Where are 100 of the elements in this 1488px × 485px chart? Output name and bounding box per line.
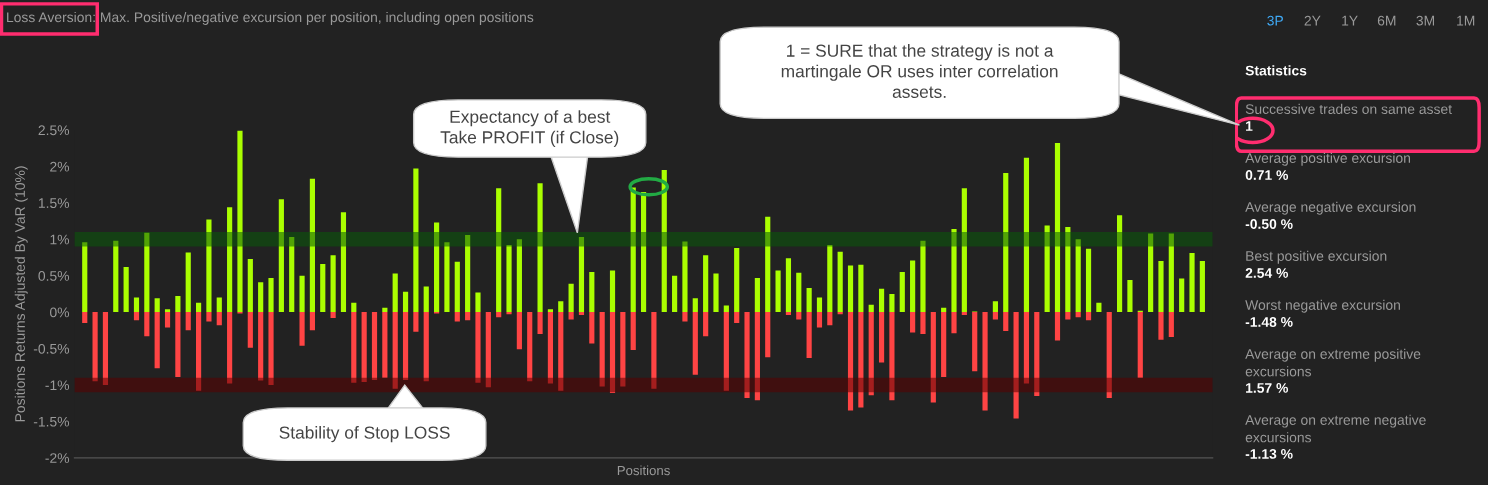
bar [951, 229, 957, 313]
text: -1.13 % [1245, 448, 1293, 459]
text: Average negative excursion [1245, 201, 1416, 215]
y-tick-label: 0% [50, 307, 70, 318]
bar [144, 232, 150, 313]
bar [1023, 157, 1030, 313]
bar [630, 312, 636, 351]
bar [1158, 312, 1164, 340]
bar [133, 312, 140, 321]
text: 1Y [1342, 15, 1358, 26]
bar [930, 312, 936, 403]
text: Average positive excursion [1245, 152, 1410, 166]
bar [289, 237, 295, 313]
text: 3M [1416, 15, 1435, 26]
bar [806, 288, 812, 313]
bar [247, 258, 253, 313]
bar [454, 261, 460, 313]
bar [92, 312, 98, 382]
bar [506, 245, 512, 313]
bar [796, 272, 802, 313]
text: Successive trades on same asset [1245, 103, 1452, 114]
bar [268, 312, 274, 385]
bar [847, 265, 854, 313]
bar [568, 312, 574, 320]
bar [992, 301, 998, 313]
text: 2Y [1304, 15, 1321, 26]
bar [164, 312, 171, 328]
bar [910, 260, 916, 313]
bar [485, 312, 491, 388]
text: Worst negative excursion [1245, 299, 1400, 313]
bar [723, 312, 729, 391]
bar [599, 312, 605, 387]
bar [578, 312, 585, 316]
bar [703, 312, 709, 337]
bar [216, 297, 222, 313]
bar [330, 312, 336, 318]
bar [258, 312, 264, 381]
bar [1003, 312, 1009, 332]
bar [858, 312, 864, 408]
bar [868, 304, 874, 313]
bar [589, 272, 595, 313]
bar [237, 130, 243, 313]
y-axis-title: Positions Returns Adjusted By VaR (10%) [14, 166, 28, 422]
bar [206, 219, 212, 313]
bar [258, 282, 264, 313]
bar [102, 312, 109, 385]
bar [1148, 233, 1154, 313]
bar [878, 288, 885, 313]
bar [816, 312, 823, 328]
bar [1085, 312, 1092, 321]
bar [268, 277, 274, 313]
bar [351, 312, 357, 383]
bar [392, 312, 398, 389]
bar [692, 312, 698, 375]
bar [827, 245, 833, 313]
text: Average on extreme positive excursions [1245, 348, 1421, 377]
bar [806, 312, 812, 359]
y-tick-label: 2% [50, 161, 70, 172]
bar [1003, 172, 1009, 313]
bar [392, 273, 398, 313]
bar [402, 312, 409, 380]
y-tick-label: 0.5% [38, 271, 70, 281]
bar [413, 312, 419, 332]
bar [1065, 226, 1071, 313]
bar [910, 312, 916, 333]
y-tick-label: -1.5% [33, 416, 70, 427]
bar [299, 312, 305, 346]
bar [609, 270, 616, 313]
bar [465, 234, 471, 313]
bar [765, 312, 771, 358]
bar [754, 312, 760, 401]
bar [775, 270, 781, 313]
bar [1054, 312, 1061, 341]
bar [123, 266, 129, 313]
bar [195, 302, 202, 313]
text: 3P [1267, 15, 1283, 26]
bar [765, 216, 771, 313]
bar [651, 312, 657, 389]
bar [1034, 312, 1040, 396]
bar [827, 312, 833, 326]
bar [1189, 253, 1195, 313]
bar [889, 293, 895, 313]
bar [785, 312, 792, 316]
text: 1 [1246, 121, 1253, 131]
bar [185, 312, 191, 331]
bar [516, 239, 522, 313]
bar [1168, 312, 1174, 337]
bar [133, 297, 140, 313]
bar [154, 298, 160, 313]
text: Best positive excursion [1246, 250, 1387, 264]
y-tick-label: -0.5% [33, 343, 70, 354]
bar [361, 312, 367, 383]
bar [1075, 239, 1081, 313]
bar [1044, 225, 1050, 313]
bar [547, 309, 554, 313]
bar [340, 212, 347, 313]
bar [1013, 312, 1019, 419]
bar [847, 312, 854, 411]
bar [423, 286, 429, 313]
bar [972, 312, 978, 372]
